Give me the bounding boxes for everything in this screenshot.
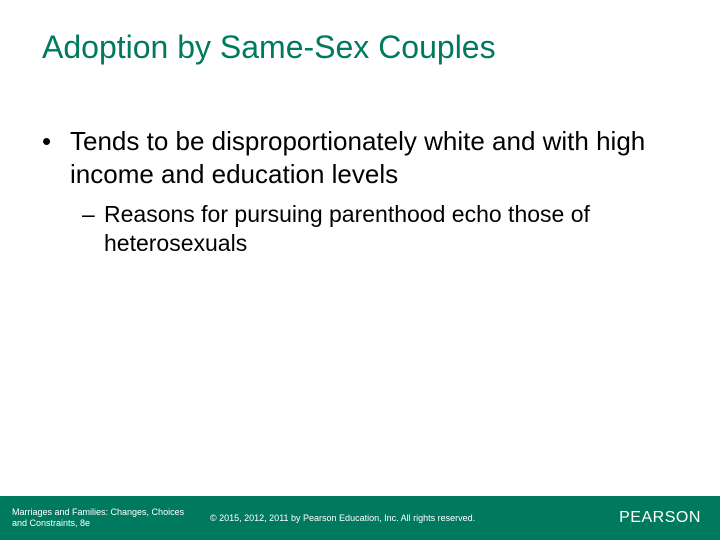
slide: Adoption by Same-Sex Couples • Tends to … — [0, 0, 720, 540]
footer-logo: PEARSON — [600, 496, 720, 540]
footer-book-title: Marriages and Families: Changes, Choices… — [0, 507, 200, 530]
bullet-text: Reasons for pursuing parenthood echo tho… — [104, 200, 678, 258]
pearson-logo-text: PEARSON — [619, 509, 701, 527]
bullet-level1: • Tends to be disproportionately white a… — [42, 125, 678, 190]
bullet-marker: • — [42, 125, 70, 190]
bullet-marker: – — [82, 200, 104, 258]
bullet-text: Tends to be disproportionately white and… — [70, 125, 678, 190]
slide-body: • Tends to be disproportionately white a… — [42, 115, 678, 258]
footer-bar: Marriages and Families: Changes, Choices… — [0, 496, 720, 540]
bullet-level2: – Reasons for pursuing parenthood echo t… — [82, 200, 678, 258]
footer-copyright: © 2015, 2012, 2011 by Pearson Education,… — [200, 513, 600, 524]
slide-title: Adoption by Same-Sex Couples — [42, 28, 678, 66]
